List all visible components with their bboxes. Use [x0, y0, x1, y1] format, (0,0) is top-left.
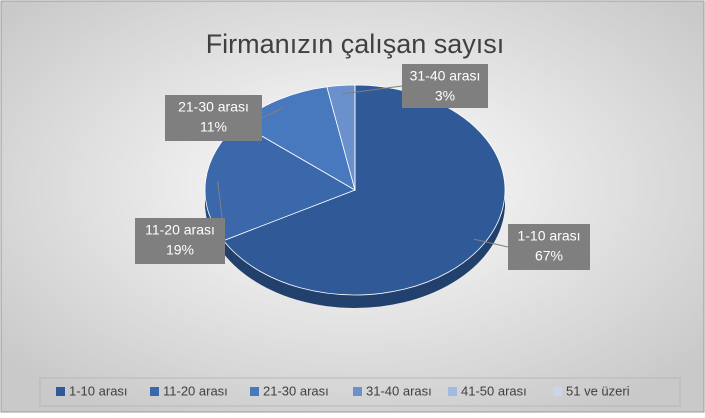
legend-swatch	[448, 387, 457, 396]
legend-label: 41-50 arası	[461, 383, 527, 398]
legend-swatch	[553, 387, 562, 396]
legend-label: 31-40 arası	[366, 383, 432, 398]
data-label-box	[508, 224, 590, 270]
data-label-category: 11-20 arası	[145, 222, 215, 238]
leader-line	[341, 85, 403, 95]
chart-title: Firmanızın çalışan sayısı	[206, 29, 505, 59]
legend-label: 21-30 arası	[263, 383, 329, 398]
data-label-box	[165, 95, 262, 141]
legend-label: 11-20 arası	[163, 383, 228, 398]
legend-swatch	[250, 387, 259, 396]
legend-swatch	[353, 387, 362, 396]
data-label-box	[402, 64, 488, 108]
legend-label: 1-10 arası	[69, 383, 128, 398]
data-label-category: 1-10 arası	[517, 228, 580, 244]
legend-swatch	[56, 387, 65, 396]
legend-label: 51 ve üzeri	[566, 383, 630, 398]
legend-box	[39, 377, 681, 407]
data-label-value: 19%	[166, 242, 194, 258]
leader-line	[261, 106, 285, 119]
data-label-category: 31-40 arası	[410, 68, 481, 84]
data-label-category: 21-30 arası	[178, 99, 249, 115]
leader-line	[473, 238, 509, 248]
legend-swatch	[150, 387, 159, 396]
data-label-value: 3%	[435, 88, 455, 104]
data-label-value: 11%	[200, 119, 227, 135]
data-label-box	[135, 218, 225, 264]
data-label-value: 67%	[535, 248, 563, 264]
